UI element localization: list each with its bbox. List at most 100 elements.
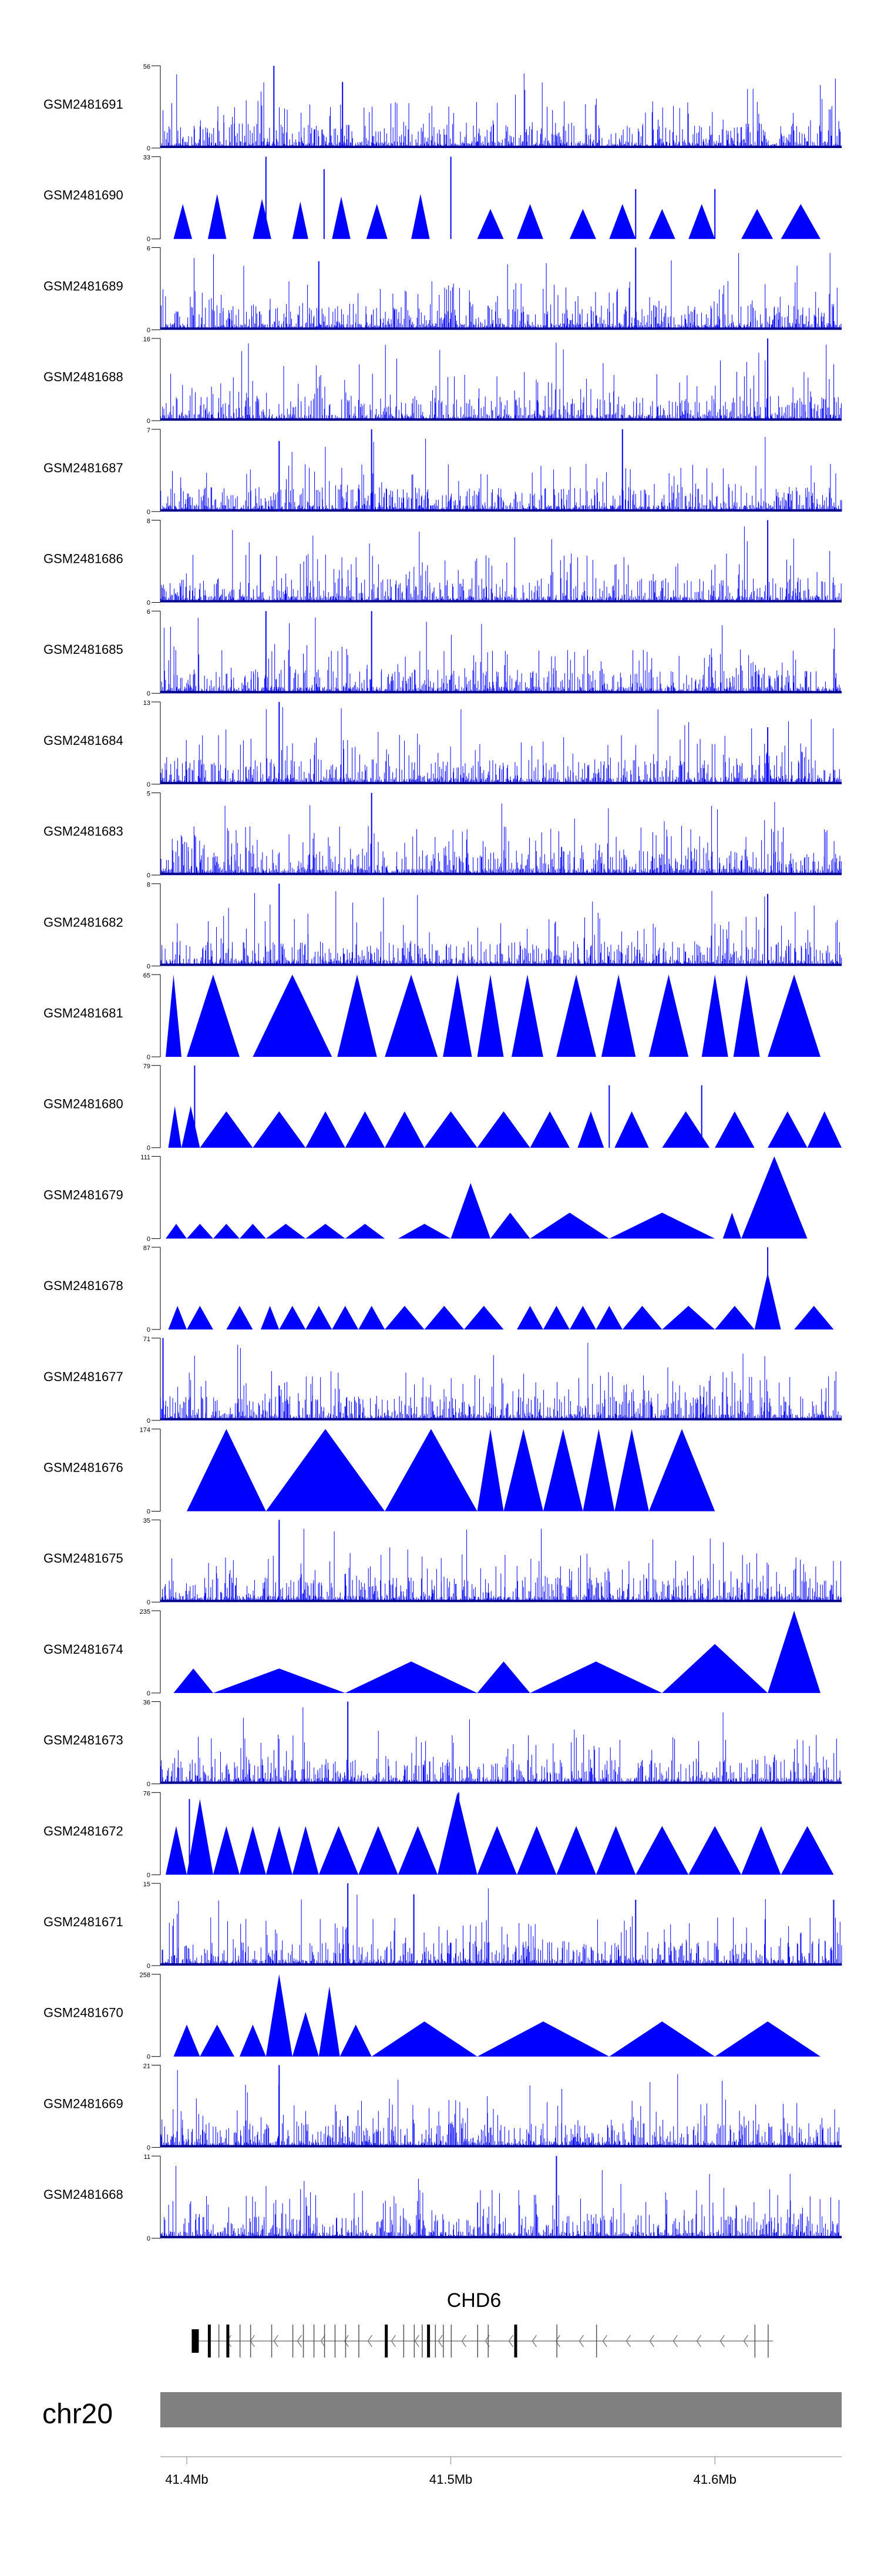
- y-min-label: 0: [147, 781, 150, 788]
- signal-triangle: [253, 975, 332, 1057]
- y-max-label: 8: [147, 881, 150, 888]
- gene-exon: [754, 2325, 756, 2357]
- strand-arrow: [297, 2335, 302, 2347]
- y-min-label: 0: [147, 1509, 150, 1516]
- signal-triangle: [477, 209, 504, 239]
- signal-triangle: [337, 975, 377, 1057]
- strand-arrow: [696, 2335, 702, 2347]
- signal-triangle: [464, 1305, 504, 1330]
- signal-triangle: [648, 975, 689, 1057]
- chromosome-label: chr20: [42, 2399, 113, 2430]
- gene-exon: [250, 2325, 251, 2357]
- signal-triangle: [477, 1111, 530, 1148]
- y-max-label: 56: [143, 63, 150, 70]
- track-label: GSM2481691: [43, 97, 123, 112]
- signal-triangle: [794, 1305, 834, 1330]
- signal-triangle: [768, 1111, 808, 1148]
- gene-track: CHD6: [191, 2289, 774, 2357]
- track-label: GSM2481675: [43, 1551, 123, 1566]
- strand-arrow: [555, 2335, 561, 2347]
- y-min-label: 0: [147, 236, 150, 243]
- signal-triangle: [239, 1826, 266, 1875]
- signal-triangle: [279, 1305, 306, 1330]
- signal-triangle: [200, 2024, 234, 2057]
- track-label: GSM2481684: [43, 733, 123, 748]
- y-max-label: 13: [143, 700, 150, 707]
- track-GSM2481668: GSM2481668 11 0: [43, 2154, 842, 2242]
- y-min-label: 0: [147, 145, 150, 152]
- signal-baseline: [160, 327, 842, 330]
- gene-exon: [313, 2325, 315, 2357]
- signal-triangle: [345, 1661, 478, 1693]
- signal-triangle: [424, 1111, 478, 1148]
- signal-baseline: [160, 600, 842, 603]
- signal-triangle: [443, 975, 472, 1057]
- y-min-label: 0: [147, 600, 150, 607]
- strand-arrow: [508, 2335, 514, 2347]
- track-GSM2481687: GSM2481687 7 0: [43, 427, 842, 516]
- track-label: GSM2481681: [43, 1006, 123, 1020]
- signal-trace: [160, 2165, 842, 2239]
- signal-triangle: [614, 1111, 649, 1148]
- signal-triangle: [688, 1826, 742, 1875]
- gene-exon: [477, 2325, 478, 2357]
- signal-triangle: [292, 201, 308, 239]
- signal-triangle: [609, 204, 636, 239]
- y-max-label: 6: [147, 245, 150, 252]
- signal-triangle: [490, 1213, 530, 1239]
- signal-triangle: [358, 1826, 398, 1875]
- signal-triangle: [596, 1305, 623, 1330]
- signal-baseline: [160, 146, 842, 148]
- signal-triangle: [339, 2024, 372, 2057]
- track-label: GSM2481676: [43, 1460, 123, 1475]
- signal-triangle: [517, 1826, 557, 1875]
- gene-exon: [302, 2325, 304, 2357]
- strand-arrow: [461, 2335, 467, 2347]
- signal-trace: [160, 1707, 842, 1784]
- track-label: GSM2481686: [43, 552, 123, 566]
- track-GSM2481674: GSM2481674 235 0: [43, 1608, 821, 1697]
- signal-triangle: [166, 1224, 187, 1239]
- strand-arrow: [273, 2335, 279, 2347]
- signal-triangle: [187, 1799, 213, 1875]
- signal-triangle: [530, 1661, 663, 1693]
- track-GSM2481682: GSM2481682 8 0: [43, 881, 842, 970]
- track-label: GSM2481683: [43, 824, 123, 839]
- track-label: GSM2481669: [43, 2096, 123, 2111]
- signal-triangle: [207, 194, 227, 239]
- strand-arrow: [438, 2335, 443, 2347]
- strand-arrow: [743, 2335, 749, 2347]
- signal-triangle: [385, 975, 438, 1057]
- track-label: GSM2481687: [43, 461, 123, 475]
- y-min-label: 0: [147, 1599, 150, 1606]
- signal-baseline: [160, 1600, 842, 1603]
- strand-arrow: [626, 2335, 631, 2347]
- y-max-label: 15: [143, 1881, 150, 1888]
- signal-baseline: [160, 2236, 842, 2239]
- signal-triangle: [768, 975, 821, 1057]
- signal-triangle: [556, 975, 596, 1057]
- track-GSM2481677: GSM2481677 71 0: [43, 1336, 842, 1425]
- track-GSM2481672: GSM2481672 76 0: [43, 1790, 834, 1879]
- track-label: GSM2481668: [43, 2187, 123, 2202]
- signal-triangle: [305, 1224, 345, 1239]
- y-min-label: 0: [147, 2054, 150, 2061]
- strand-arrow: [579, 2335, 584, 2347]
- signal-triangle: [477, 975, 504, 1057]
- signal-triangle: [543, 1429, 583, 1512]
- signal-triangle: [807, 1111, 842, 1148]
- signal-baseline: [160, 418, 842, 421]
- track-GSM2481678: GSM2481678 87 0: [43, 1245, 834, 1334]
- signal-triangle: [332, 196, 351, 239]
- strand-arrow: [719, 2335, 725, 2347]
- signal-trace: [160, 253, 842, 330]
- signal-triangle: [166, 975, 181, 1057]
- gene-exon: [427, 2325, 431, 2357]
- signal-triangle: [292, 1826, 319, 1875]
- signal-triangle: [556, 1826, 596, 1875]
- y-max-label: 76: [143, 1790, 150, 1797]
- gene-exon: [487, 2325, 489, 2357]
- tracks-group: GSM2481691560GSM2481690330GSM248168960GS…: [43, 63, 842, 2242]
- signal-triangle: [385, 1429, 478, 1512]
